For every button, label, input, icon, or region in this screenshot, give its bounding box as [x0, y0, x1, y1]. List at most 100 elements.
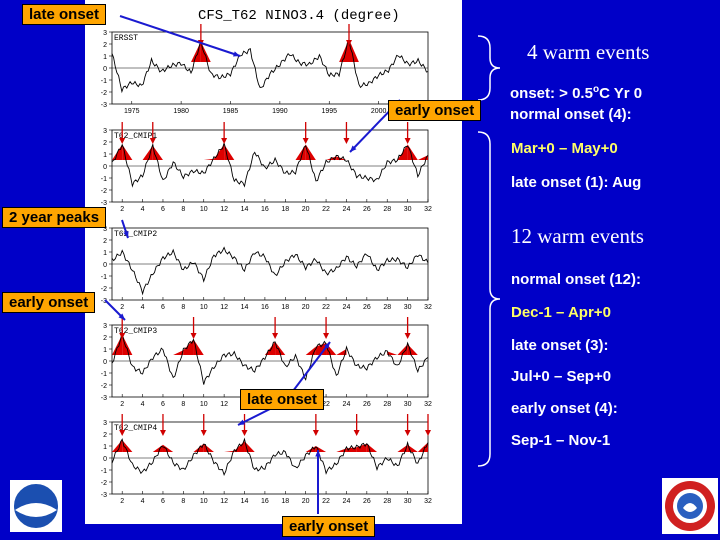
figure-title: CFS_T62 NINO3.4 (degree) [198, 8, 400, 24]
x-tick-label: 30 [404, 401, 412, 408]
x-tick-label: 28 [383, 498, 391, 505]
x-tick-label: 16 [261, 206, 269, 213]
y-tick-label: 3 [103, 128, 107, 135]
y-tick-label: -2 [101, 383, 107, 390]
warm-fill [417, 442, 428, 452]
callout-early-onset-mid: early onset [388, 100, 482, 121]
x-tick-label: 28 [383, 304, 391, 311]
y-tick-label: -1 [101, 371, 107, 378]
x-tick-label: 1980 [173, 108, 189, 115]
x-tick-label: 20 [302, 206, 310, 213]
x-tick-label: 32 [424, 498, 432, 505]
event-arrowhead [221, 138, 228, 144]
x-tick-label: 4 [141, 401, 145, 408]
warm-fill [203, 158, 214, 160]
y-tick-label: 2 [103, 238, 107, 245]
x-tick-label: 8 [181, 304, 185, 311]
warm-fill [305, 446, 316, 452]
series-line-4 [111, 332, 429, 385]
y-tick-label: -3 [101, 492, 107, 499]
event-arrowhead [312, 430, 319, 436]
obs-brace [477, 35, 501, 101]
warm-fill [397, 344, 408, 355]
x-tick-label: 10 [200, 498, 208, 505]
event-arrowhead [404, 333, 411, 339]
x-tick-label: 12 [220, 498, 228, 505]
x-tick-label: 32 [424, 206, 432, 213]
event-arrowhead [149, 138, 156, 144]
x-tick-label: 16 [261, 498, 269, 505]
callout-arrow [119, 15, 241, 57]
warm-fill [349, 39, 359, 62]
y-tick-label: -1 [101, 468, 107, 475]
y-tick-label: 0 [103, 359, 107, 366]
y-tick-label: -1 [101, 176, 107, 183]
y-tick-label: -1 [101, 78, 107, 85]
y-tick-label: -3 [101, 395, 107, 402]
noaa-logo [10, 480, 62, 532]
x-tick-label: 18 [281, 304, 289, 311]
y-tick-label: -3 [101, 102, 107, 109]
x-tick-label: 14 [241, 498, 249, 505]
warm-fill [112, 440, 123, 452]
x-tick-label: 1985 [223, 108, 239, 115]
x-tick-label: 2 [120, 401, 124, 408]
x-tick-label: 20 [302, 498, 310, 505]
model-late-onset: late onset (3): [511, 337, 609, 354]
warm-fill [152, 444, 163, 452]
x-tick-label: 24 [343, 206, 351, 213]
y-tick-label: 2 [103, 335, 107, 342]
x-tick-label: 12 [220, 206, 228, 213]
y-tick-label: -2 [101, 188, 107, 195]
y-tick-label: 3 [103, 420, 107, 427]
x-tick-label: 30 [404, 304, 412, 311]
callout-arrowhead [315, 450, 321, 457]
y-tick-label: 1 [103, 347, 107, 354]
x-tick-label: 8 [181, 206, 185, 213]
series-name: ERSST [114, 34, 138, 43]
event-arrowhead [302, 138, 309, 144]
y-tick-label: 3 [103, 226, 107, 233]
series-name: T62_CMIP4 [114, 424, 157, 433]
warm-fill [183, 339, 194, 355]
callout-late-onset-lower: late onset [240, 389, 325, 410]
x-tick-label: 26 [363, 206, 371, 213]
event-arrowhead [190, 333, 197, 339]
x-tick-label: 1990 [272, 108, 288, 115]
y-tick-label: 1 [103, 152, 107, 159]
x-tick-label: 26 [363, 401, 371, 408]
x-tick-label: 28 [383, 206, 391, 213]
model-normal-range: Dec-1 – Apr+0 [511, 304, 611, 321]
series-line-1 [111, 38, 429, 94]
x-tick-label: 2000 [371, 108, 387, 115]
callout-arrowhead [238, 419, 245, 425]
callout-arrowhead [233, 51, 240, 57]
x-tick-label: 16 [261, 304, 269, 311]
event-arrowhead [353, 430, 360, 436]
x-tick-label: 6 [161, 401, 165, 408]
series-line-5 [111, 437, 429, 477]
series-line-2 [111, 141, 429, 188]
x-tick-label: 1995 [321, 108, 337, 115]
x-tick-label: 20 [302, 304, 310, 311]
series-line-3 [111, 246, 429, 296]
x-tick-label: 32 [424, 401, 432, 408]
event-arrowhead [119, 138, 126, 144]
callout-two-year-peaks: 2 year peaks [2, 207, 107, 228]
y-tick-label: 0 [103, 456, 107, 463]
callout-arrowhead [350, 145, 357, 152]
series-name: T62_CMIP1 [114, 132, 157, 141]
warm-fill [339, 39, 349, 62]
x-tick-label: 22 [322, 206, 330, 213]
x-tick-label: 8 [181, 401, 185, 408]
warm-fill [305, 144, 316, 160]
warm-fill [112, 144, 123, 160]
warm-fill [264, 341, 276, 355]
warm-fill [142, 145, 153, 160]
warm-fill [122, 334, 133, 355]
y-tick-label: -3 [101, 298, 107, 305]
x-tick-label: 8 [181, 498, 185, 505]
y-tick-label: 0 [103, 262, 107, 269]
event-arrowhead [404, 138, 411, 144]
